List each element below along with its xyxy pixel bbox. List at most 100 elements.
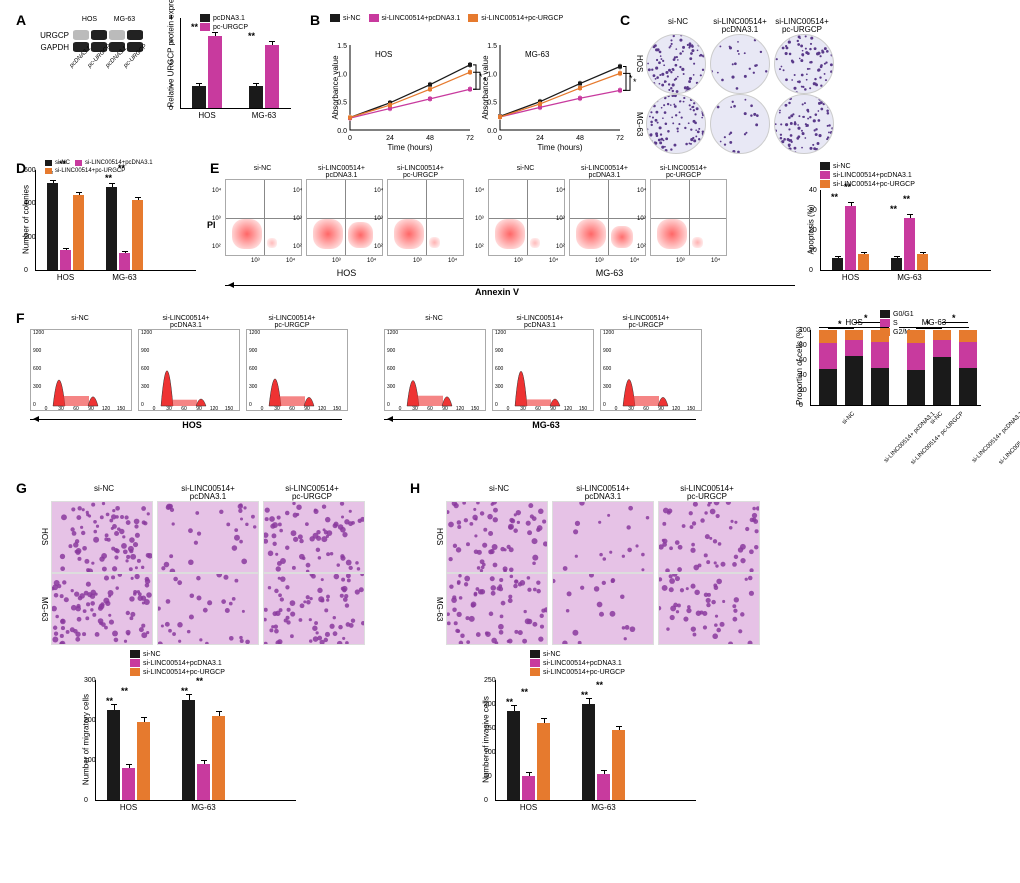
linechart-B-HOS: 0.00.51.01.50244872HOSAbsorbance valueTi… xyxy=(330,40,475,152)
stacked-bar xyxy=(871,330,889,405)
colony-well xyxy=(710,94,770,154)
barchart-E: 010203040Apoptosis (%)HOS****MG-63**** xyxy=(820,190,991,271)
migration-image xyxy=(157,573,259,645)
bar xyxy=(265,45,279,108)
svg-text:30: 30 xyxy=(520,406,526,410)
svg-text:0: 0 xyxy=(45,406,48,410)
y-axis-label: Number of invasive cells xyxy=(482,680,491,800)
legend-swatch xyxy=(880,310,890,318)
legend-label: si-LINC00514+pcDNA3.1 xyxy=(833,172,912,179)
panel-label-F: F xyxy=(16,310,25,326)
legend-swatch xyxy=(369,14,379,22)
legend-label: S xyxy=(893,320,898,327)
y-axis-label: Number of migratory cells xyxy=(82,680,91,800)
svg-text:30: 30 xyxy=(628,406,634,410)
blot-band xyxy=(109,30,125,40)
svg-text:48: 48 xyxy=(576,135,584,142)
colony-well xyxy=(646,34,706,94)
migration-image xyxy=(552,501,654,573)
facs-plot: 10³10⁴10²10³10⁴ xyxy=(387,179,464,256)
legend-swatch xyxy=(468,14,478,22)
svg-text:0: 0 xyxy=(507,406,510,410)
svg-text:120: 120 xyxy=(564,406,573,410)
significance-mark: ** xyxy=(196,676,203,686)
bar xyxy=(208,36,222,108)
bar xyxy=(73,195,84,270)
legend-label: si-NC xyxy=(543,651,561,658)
legend-swatch xyxy=(820,162,830,170)
x-group-label: MG-63 xyxy=(890,273,929,282)
facs-grid: si-NCsi-LINC00514+ pcDNA3.1si-LINC00514+… xyxy=(225,165,751,278)
stacked-bar xyxy=(907,330,925,405)
bar xyxy=(904,218,915,270)
legend-label: si-NC xyxy=(143,651,161,658)
cellcycle-histogram: 030060090012000306090120150 xyxy=(30,329,132,411)
significance-mark: ** xyxy=(121,686,128,696)
x-group-label: HOS xyxy=(191,111,223,120)
svg-text:150: 150 xyxy=(471,406,480,410)
svg-text:30: 30 xyxy=(274,406,280,410)
bar xyxy=(612,730,625,800)
svg-text:0: 0 xyxy=(387,402,390,408)
cellcycle-histogram: 030060090012000306090120150 xyxy=(384,329,486,411)
panel-label-H: H xyxy=(410,480,420,496)
svg-text:900: 900 xyxy=(495,348,504,354)
svg-text:30: 30 xyxy=(412,406,418,410)
significance-mark: ** xyxy=(521,687,528,697)
bar xyxy=(47,183,58,270)
svg-text:90: 90 xyxy=(658,406,664,410)
x-group-label: MG-63 xyxy=(105,273,144,282)
significance-mark: ** xyxy=(106,696,113,706)
svg-text:0: 0 xyxy=(261,406,264,410)
svg-text:48: 48 xyxy=(426,135,434,142)
migration-image xyxy=(658,573,760,645)
blot-protein-label: URGCP xyxy=(35,31,72,40)
svg-text:0: 0 xyxy=(249,402,252,408)
figure-container: A HOSMG-63URGCPGAPDHpcDNA3.1pc-URGCPpcDN… xyxy=(10,10,1010,873)
barchart-H: 050100150200250Number of invasive cellsH… xyxy=(495,680,696,801)
migration-image xyxy=(446,501,548,573)
blot-condition-label: pcDNA3.1 xyxy=(69,52,86,69)
bar xyxy=(182,700,195,800)
svg-text:0: 0 xyxy=(495,402,498,408)
legend-swatch xyxy=(130,650,140,658)
svg-text:90: 90 xyxy=(304,406,310,410)
bar xyxy=(197,764,210,800)
legend-label: si-NC xyxy=(833,163,851,170)
svg-text:300: 300 xyxy=(387,384,396,390)
legend-G: si-NCsi-LINC00514+pcDNA3.1si-LINC00514+p… xyxy=(130,650,225,677)
svg-text:1200: 1200 xyxy=(249,330,260,336)
x-group-label: HOS xyxy=(831,273,870,282)
bar xyxy=(891,258,902,270)
svg-text:Absorbance value: Absorbance value xyxy=(481,55,490,120)
bar xyxy=(122,768,135,800)
grid-row-label: MG-63 xyxy=(635,112,646,136)
legend-label: si-LINC00514+pcDNA3.1 xyxy=(143,660,222,667)
svg-text:HOS: HOS xyxy=(375,50,392,59)
legend-E: si-NCsi-LINC00514+pcDNA3.1si-LINC00514+p… xyxy=(820,162,915,189)
svg-text:300: 300 xyxy=(141,384,150,390)
migration-image xyxy=(446,573,548,645)
x-group-label: HOS xyxy=(106,803,151,812)
y-axis-label: Apoptosis (%) xyxy=(807,190,816,270)
bar xyxy=(107,710,120,800)
svg-text:1.5: 1.5 xyxy=(487,43,497,50)
panel-label-A: A xyxy=(16,12,26,28)
bar xyxy=(832,258,843,270)
western-blot: HOSMG-63URGCPGAPDHpcDNA3.1pc-URGCPpcDNA3… xyxy=(35,30,145,54)
svg-text:900: 900 xyxy=(387,348,396,354)
svg-text:72: 72 xyxy=(466,135,474,142)
y-axis-label: Relative URGCP protein expression xyxy=(167,18,176,108)
legend-swatch xyxy=(530,659,540,667)
x-group-label: MG-63 xyxy=(248,111,280,120)
legend-swatch xyxy=(130,668,140,676)
legend-label: si-LINC00514+pcDNA3.1 xyxy=(543,660,622,667)
svg-text:60: 60 xyxy=(535,406,541,410)
blot-band xyxy=(91,30,107,40)
svg-text:600: 600 xyxy=(141,366,150,372)
svg-text:600: 600 xyxy=(387,366,396,372)
migration-image xyxy=(658,501,760,573)
blot-condition-label: pcDNA3.1 xyxy=(105,52,122,69)
svg-text:150: 150 xyxy=(117,406,126,410)
migration-grid-H: si-NCsi-LINC00514+ pcDNA3.1si-LINC00514+… xyxy=(435,485,773,645)
